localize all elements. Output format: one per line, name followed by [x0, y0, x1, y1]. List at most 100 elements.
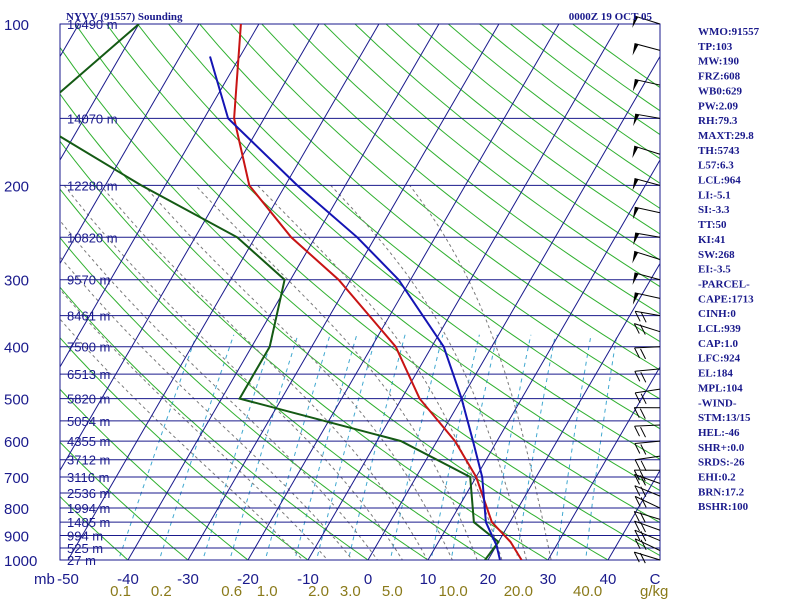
- wind-barb-flag: [632, 272, 639, 285]
- wind-barb-flag: [632, 43, 639, 56]
- height-label: 994 m: [67, 528, 103, 543]
- mixing-ratio-line: [555, 334, 592, 560]
- height-label: 1994 m: [67, 501, 110, 516]
- temperature-tick-label: -20: [237, 571, 259, 588]
- height-label: 1485 m: [67, 515, 110, 530]
- wind-barb-flag: [632, 251, 639, 264]
- index-entry: CINH:0: [698, 308, 736, 320]
- mixing-ratio-tick-label: 40.0: [573, 583, 602, 600]
- mixing-ratio-line: [315, 334, 377, 560]
- wind-barb: [635, 310, 661, 317]
- wind-barb-flag: [632, 79, 639, 92]
- dry-adiabat-line: [60, 236, 429, 560]
- height-label: 14070 m: [67, 111, 118, 126]
- moist-adiabat-line: [60, 318, 304, 560]
- index-entry: SHR+:0.0: [698, 442, 745, 454]
- isotherm-line: [60, 24, 320, 472]
- sounding-profiles: [60, 24, 523, 560]
- index-entry: TT:50: [698, 219, 727, 231]
- index-entry: EHI:0.2: [698, 472, 736, 484]
- wind-barb-feather: [639, 552, 646, 564]
- height-label: 5820 m: [67, 392, 110, 407]
- wind-barb-feather: [640, 497, 647, 508]
- wind-barb: [634, 485, 661, 497]
- wind-barb: [634, 495, 661, 509]
- isotherm-line: [607, 469, 660, 560]
- index-entry: EL:184: [698, 368, 733, 380]
- moist-adiabat-line: [409, 185, 552, 560]
- wind-barb-feather: [633, 323, 640, 334]
- isotherm-line: [487, 262, 660, 560]
- temperature-tick-label: -50: [57, 571, 79, 588]
- wind-barb-feather: [634, 520, 640, 532]
- wind-barb-feather: [634, 496, 641, 507]
- wind-barb-feather: [634, 311, 641, 322]
- wind-barb-feather: [640, 426, 646, 438]
- dry-adiabat-line: [60, 188, 489, 560]
- mixing-ratio-tick-label: 3.0: [340, 583, 361, 600]
- index-entry: PW:2.09: [698, 100, 739, 112]
- isotherm-line: [127, 24, 440, 560]
- mixing-ratio-line: [294, 334, 358, 560]
- height-label: 6513 m: [67, 367, 110, 382]
- index-entry: FRZ:608: [698, 71, 741, 83]
- isotherm-line: [60, 24, 140, 161]
- index-entry: CAP:1.0: [698, 338, 739, 350]
- mixing-ratio-line: [347, 334, 406, 560]
- pressure-tick-label: 1000: [4, 553, 37, 570]
- wind-barb: [634, 79, 661, 86]
- mixing-ratio-line: [430, 334, 480, 560]
- wind-barb: [634, 178, 661, 186]
- wind-barb-feather: [633, 551, 640, 563]
- wind-barb: [634, 272, 661, 281]
- height-label: 525 m: [67, 541, 103, 556]
- parcel-profile-line: [209, 56, 501, 560]
- pressure-tick-label: 800: [4, 501, 29, 518]
- height-label: 10820 m: [67, 230, 118, 245]
- wind-barb: [634, 323, 661, 333]
- dry-adiabat-line: [60, 46, 660, 557]
- moist-adiabat-line: [60, 288, 329, 560]
- dry-adiabat-line: [230, 24, 660, 371]
- temperature-tick-label: 30: [540, 571, 557, 588]
- index-entry: -PARCEL-: [698, 278, 750, 290]
- isotherm-line: [547, 365, 660, 560]
- isotherm-line: [307, 24, 620, 560]
- index-entry: MAXT:29.8: [698, 130, 754, 142]
- wind-barb: [635, 455, 661, 461]
- dry-adiabat-line: [137, 24, 660, 460]
- wind-barb-feather: [634, 485, 641, 496]
- moist-adiabat-line: [63, 185, 404, 560]
- mixing-ratio-line: [117, 334, 198, 560]
- mixing-ratio-line: [202, 334, 274, 560]
- wind-barb-feather: [634, 371, 641, 382]
- wind-barb-feather: [634, 459, 641, 471]
- wind-barb: [634, 551, 661, 561]
- wind-barb: [634, 43, 661, 51]
- height-label: 16490 m: [67, 17, 118, 32]
- index-entry: LCL:939: [698, 323, 741, 335]
- index-entry: TP:103: [698, 41, 733, 53]
- wind-barb-feather: [634, 474, 640, 485]
- wind-barb-feather: [640, 539, 647, 551]
- height-label: 7500 m: [67, 340, 110, 355]
- wind-barbs: [632, 15, 661, 564]
- temperature-profile-line: [233, 24, 523, 560]
- wind-barb-feather: [633, 511, 640, 522]
- temperature-tick-label: 0: [364, 571, 372, 588]
- mixing-ratio-line: [585, 334, 618, 560]
- temperature-tick-label: 10: [420, 571, 437, 588]
- wind-barb-feather: [639, 324, 646, 335]
- isotherm-line: [247, 24, 560, 560]
- isotherm-line: [60, 24, 200, 265]
- dry-adiabat-line: [60, 140, 549, 560]
- temperature-tick-label: -30: [177, 571, 199, 588]
- wind-barb-feather: [640, 486, 647, 497]
- mixing-ratio-line: [264, 334, 331, 560]
- dewpoint-profile-line: [60, 24, 500, 560]
- wind-barb-feather: [634, 538, 641, 550]
- height-label: 27 m: [67, 553, 96, 568]
- dry-adiabat-line: [60, 495, 129, 560]
